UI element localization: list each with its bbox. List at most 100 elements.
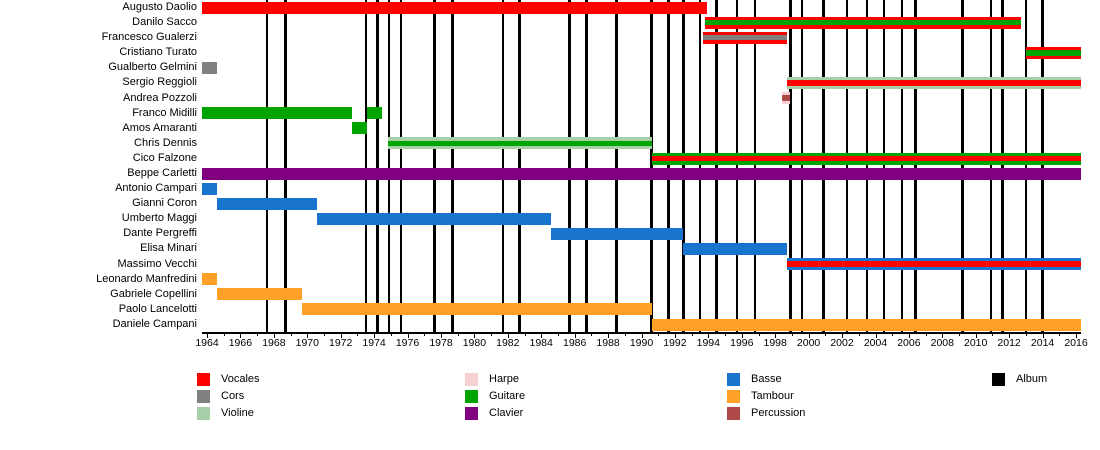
- member-bar: [202, 1, 707, 14]
- album-line: [518, 0, 521, 332]
- axis-minor-tick: [925, 333, 927, 336]
- legend-swatch-clavier: [465, 407, 478, 420]
- album-line: [1001, 0, 1004, 332]
- axis-minor-tick: [390, 333, 392, 336]
- member-label: Sergio Reggioli: [122, 76, 197, 89]
- axis-minor-tick: [959, 333, 960, 336]
- axis-tick-label: 2004: [863, 337, 888, 349]
- member-label: Gianni Coron: [132, 197, 197, 210]
- album-line: [1041, 0, 1044, 332]
- album-line: [585, 0, 588, 332]
- axis-tick-label: 1974: [362, 337, 386, 349]
- album-line: [800, 0, 804, 332]
- instrument-stripe-percussion: [781, 95, 791, 101]
- instrument-stripe-vocales: [786, 261, 1081, 267]
- axis-tick-label: 2002: [830, 337, 854, 349]
- instrument-stripe-vocales: [1025, 46, 1081, 51]
- legend-label: Vocales: [221, 373, 260, 385]
- axis-major-tick: [374, 333, 376, 338]
- album-line: [882, 0, 886, 332]
- axis-minor-tick: [725, 333, 727, 336]
- instrument-stripe-guitare: [705, 19, 1021, 26]
- member-bar: [781, 92, 791, 105]
- legend-label: Percussion: [751, 407, 806, 419]
- album-line: [387, 0, 391, 332]
- axis-tick-label: 1982: [496, 337, 520, 349]
- member-bar: [202, 182, 217, 195]
- axis-tick-label: 2010: [964, 337, 988, 349]
- axis-tick-label: 1994: [696, 337, 720, 349]
- album-line: [715, 0, 718, 332]
- album-line: [615, 0, 618, 332]
- axis-minor-tick: [591, 333, 593, 336]
- album-line: [284, 0, 287, 332]
- legend-swatch-album: [992, 373, 1005, 386]
- album-line: [568, 0, 571, 332]
- instrument-stripe-cors: [703, 34, 787, 41]
- axis-tick-label: 1992: [663, 337, 687, 349]
- member-label: Andrea Pozzoli: [123, 91, 197, 104]
- axis-major-tick: [708, 333, 710, 338]
- axis-tick-label: 1990: [629, 337, 654, 349]
- member-label: Cico Falzone: [132, 151, 197, 164]
- legend-swatch-guitare: [465, 390, 478, 403]
- axis-tick-label: 1984: [529, 337, 553, 349]
- axis-minor-tick: [825, 333, 827, 336]
- member-label: Cristiano Turato: [119, 46, 197, 59]
- album-line: [865, 0, 869, 332]
- axis-major-tick: [975, 333, 977, 338]
- instrument-stripe-cors: [202, 61, 217, 74]
- axis-major-tick: [574, 333, 576, 338]
- instrument-stripe-guitare: [367, 107, 383, 120]
- instrument-stripe-vocales: [202, 1, 707, 14]
- member-label: Antonio Campari: [115, 182, 197, 195]
- album-line: [265, 0, 269, 332]
- timeline-plot-area: [202, 0, 1081, 332]
- instrument-stripe-violine: [786, 77, 1081, 81]
- instrument-stripe-vocales: [1025, 55, 1081, 59]
- member-bar: [551, 227, 684, 240]
- member-label: Umberto Maggi: [121, 212, 197, 225]
- axis-minor-tick: [858, 333, 860, 336]
- member-bar: [202, 61, 217, 74]
- member-bar: [651, 318, 1081, 331]
- legend-swatch-vocales: [197, 373, 210, 386]
- instrument-stripe-guitare: [1025, 50, 1081, 56]
- axis-tick-label: 1966: [228, 337, 253, 349]
- instrument-stripe-guitare: [202, 107, 353, 120]
- instrument-stripe-harpe: [781, 92, 791, 96]
- instrument-stripe-violine: [387, 146, 652, 150]
- axis-minor-tick: [1025, 333, 1027, 336]
- instrument-stripe-guitare: [651, 161, 1081, 165]
- axis-major-tick: [808, 333, 810, 338]
- axis-minor-tick: [624, 333, 626, 336]
- member-label: Amos Amaranti: [122, 121, 197, 134]
- axis-minor-tick: [892, 333, 894, 336]
- instrument-stripe-guitare: [352, 122, 368, 135]
- axis-major-tick: [407, 333, 409, 338]
- member-label: Leonardo Manfredini: [96, 272, 197, 285]
- legend-swatch-cors: [197, 390, 210, 403]
- instrument-stripe-tambour: [651, 318, 1081, 331]
- album-line: [433, 0, 436, 332]
- instrument-stripe-basse: [317, 212, 552, 225]
- axis-minor-tick: [1059, 333, 1061, 336]
- instrument-stripe-harpe: [781, 100, 791, 105]
- legend-label: Clavier: [489, 407, 524, 419]
- axis-minor-tick: [491, 333, 493, 336]
- member-bar: [352, 122, 368, 135]
- album-line: [961, 0, 964, 332]
- member-bar: [367, 107, 383, 120]
- axis-major-tick: [307, 333, 309, 338]
- axis-tick-label: 1998: [763, 337, 787, 349]
- member-bar: [705, 16, 1021, 29]
- instrument-stripe-vocales: [705, 16, 1021, 20]
- axis-tick-label: 1964: [195, 337, 219, 349]
- legend-label: Basse: [751, 373, 782, 385]
- member-bar: [786, 77, 1081, 89]
- axis-minor-tick: [424, 333, 426, 336]
- album-line: [900, 0, 904, 332]
- instrument-stripe-basse: [202, 182, 217, 195]
- axis-tick-label: 2006: [897, 337, 921, 349]
- instrument-stripe-clavier: [202, 167, 1081, 180]
